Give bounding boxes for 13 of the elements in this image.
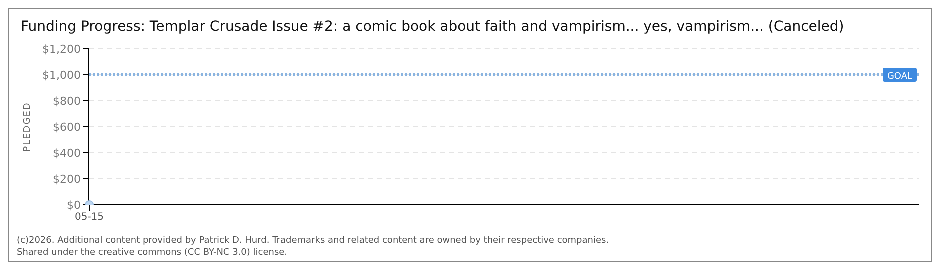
y-tick-label: $400 <box>53 146 81 160</box>
text: Funding Progress: Templar Crusade Issue #2: a comic book about faith and vampirism... yes, vampirism... (Canceled) <box>21 19 844 35</box>
y-axis-title: PLEDGED <box>23 102 34 152</box>
text: (c)2026. Additional content provided by Patrick D. Hurd. Trademarks and related content are owned by their respective companies. <box>17 235 610 247</box>
text: Shared under the creative commons (CC BY-NC 3.0) license. <box>17 247 289 259</box>
ref-line-label: GOAL <box>887 72 913 82</box>
y-tick-label: $200 <box>53 172 81 186</box>
y-tick-label: $800 <box>53 94 81 108</box>
y-tick-label: $1,000 <box>42 68 81 82</box>
y-tick-label: $1,200 <box>42 42 81 56</box>
x-tick-label: 05-15 <box>74 212 104 224</box>
y-tick-label: $0 <box>67 198 81 212</box>
y-tick-label: $600 <box>53 120 81 134</box>
